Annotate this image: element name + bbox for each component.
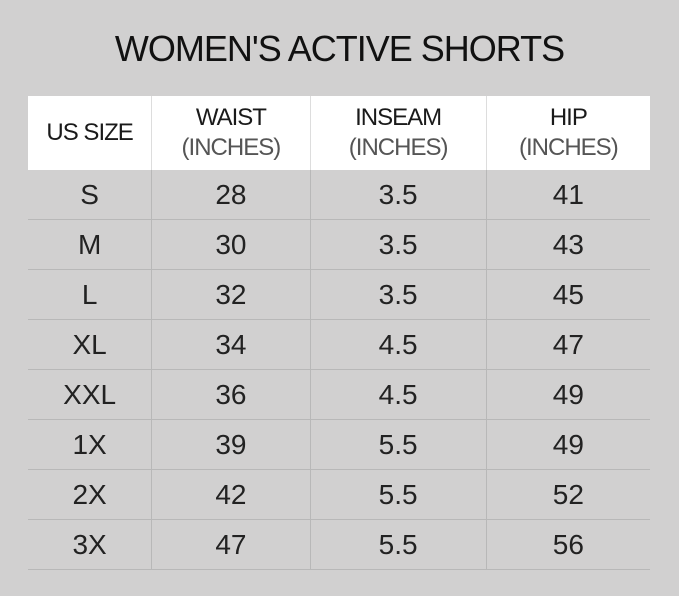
table-cell: 39: [151, 419, 311, 470]
table-cell: S: [80, 178, 99, 210]
table-cell: 32: [151, 269, 311, 320]
table-row: XXL 36 4.5 49: [28, 369, 650, 420]
table-cell: XXL: [28, 369, 152, 420]
size-chart-table: US SIZE WAIST (INCHES) INSEAM (INCHES) HIP (IN…: [28, 96, 650, 570]
table-cell: 43: [485, 219, 650, 270]
table-row: XL 34 4.5 47: [28, 319, 650, 370]
table-row: 3X 47 5.5 56: [28, 519, 650, 570]
header-unit: (INCHES): [181, 134, 282, 161]
table-cell: 28: [151, 170, 311, 220]
table-cell: 36: [151, 369, 311, 420]
table-cell: 1X: [28, 419, 152, 470]
table-cell: 41: [485, 170, 650, 220]
table-cell: 52: [485, 469, 650, 520]
table-cell: 3.5: [309, 269, 487, 320]
table-cell: L: [28, 269, 152, 320]
header-label: US SIZE: [46, 119, 133, 146]
table-cell: 47: [485, 319, 650, 370]
table-cell: 3.5: [309, 170, 487, 220]
table-row: M 30 3.5 43: [28, 219, 650, 270]
header-unit: (INCHES): [519, 134, 619, 161]
table-row: S 28 3.5 41: [28, 170, 650, 220]
table-cell: XL: [28, 319, 152, 370]
column-header: INSEAM (INCHES): [309, 96, 487, 170]
column-header: US SIZE: [28, 96, 152, 170]
header-unit: (INCHES): [348, 134, 449, 161]
header-label: WAIST: [195, 104, 267, 131]
table-cell: M: [28, 219, 152, 270]
table-cell: 49: [485, 419, 650, 470]
table-cell: 30: [151, 219, 311, 270]
table-row: 2X 42 5.5 52: [28, 469, 650, 520]
column-header: WAIST (INCHES): [151, 96, 311, 170]
table-cell: 4.5: [309, 319, 487, 370]
table-cell: 45: [485, 269, 650, 320]
column-header: HIP (INCHES): [485, 96, 650, 170]
table-cell: 4.5: [309, 369, 487, 420]
table-cell: 2X: [28, 469, 152, 520]
table-cell: 5.5: [309, 519, 487, 570]
table-row: L 32 3.5 45: [28, 269, 650, 320]
header-label: INSEAM: [355, 104, 442, 131]
table-cell: 34: [151, 319, 311, 370]
table-row: 1X 39 5.5 49: [28, 419, 650, 470]
table-cell: 5.5: [309, 469, 487, 520]
table-cell: 56: [485, 519, 650, 570]
table-cell: 47: [151, 519, 311, 570]
table-cell: 3X: [28, 519, 152, 570]
table-cell: 5.5: [309, 419, 487, 470]
table-cell: 49: [485, 369, 650, 420]
table-cell: 42: [151, 469, 311, 520]
page-title: WOMEN'S ACTIVE SHORTS: [114, 28, 565, 69]
table-cell: 3.5: [309, 219, 487, 270]
header-label: HIP: [549, 104, 588, 131]
